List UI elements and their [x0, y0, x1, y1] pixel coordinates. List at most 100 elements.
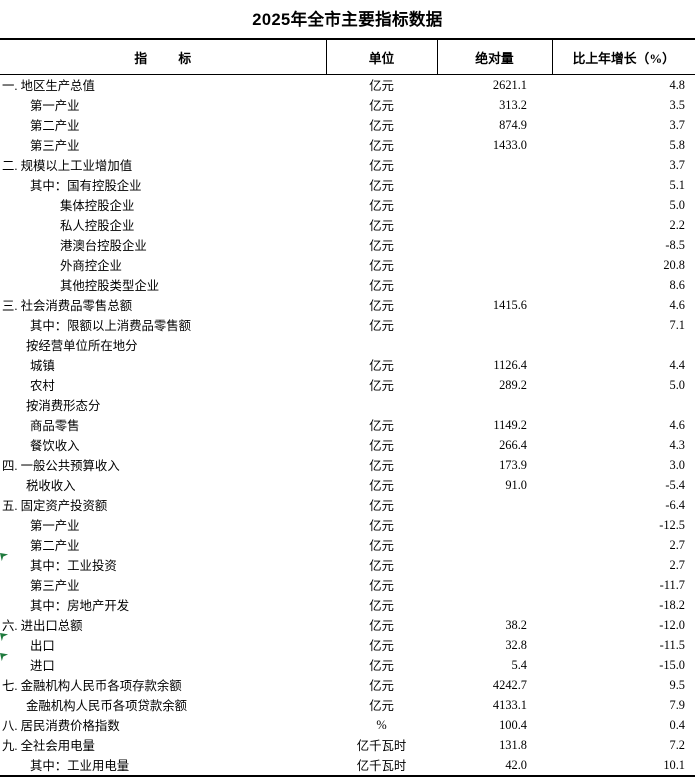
table-row: 第一产业 亿元 313.2 3.5: [0, 95, 695, 115]
growth-value-cell: 5.8: [669, 137, 686, 152]
table-row: 五. 固定资产投资额 亿元 -6.4: [0, 495, 695, 515]
indicator-name-cell: 按经营单位所在地分: [0, 335, 326, 355]
table-row: 七. 金融机构人民币各项存款余额 亿元 4242.7 9.5: [0, 675, 695, 695]
indicator-name-cell: 其他控股类型企业: [0, 275, 326, 295]
indicator-name-cell: 税收收入: [0, 475, 326, 495]
table-row: 九. 全社会用电量 亿千瓦时 131.8 7.2: [0, 735, 695, 755]
unit-cell: 亿元: [369, 139, 394, 153]
column-header-indicator-label: 指 标: [134, 51, 206, 66]
absolute-value-cell: [437, 235, 552, 255]
growth-value-cell: 4.8: [669, 77, 686, 92]
indicator-name-label: 农村: [30, 379, 55, 393]
table-row: 集体控股企业 亿元 5.0: [0, 195, 695, 215]
indicator-name-cell: 其中：工业用电量: [0, 755, 326, 777]
indicator-name-label: 港澳台控股企业: [60, 239, 147, 253]
growth-value-cell: 4.3: [669, 437, 686, 452]
indicator-name-label: 第二产业: [30, 119, 80, 133]
absolute-value-cell: 2621.1: [492, 77, 527, 92]
indicator-name-cell: 九. 全社会用电量: [0, 735, 326, 755]
unit-cell: 亿元: [369, 499, 394, 513]
indicator-name-label: 第一产业: [30, 519, 80, 533]
table-row: 私人控股企业 亿元 2.2: [0, 215, 695, 235]
table-row: 第一产业 亿元 -12.5: [0, 515, 695, 535]
absolute-value-cell: [437, 275, 552, 295]
unit-cell: 亿元: [369, 659, 394, 673]
indicator-name-label: 五. 固定资产投资额: [2, 499, 108, 513]
table-row: 外商控企业 亿元 20.8: [0, 255, 695, 275]
unit-cell: 亿元: [369, 299, 394, 313]
indicator-name-cell: 第二产业: [0, 535, 326, 555]
absolute-value-cell: 289.2: [499, 377, 527, 392]
table-body: 一. 地区生产总值 亿元 2621.1 4.8 第一产业 亿元 313.2 3.5 第二产业 亿元…: [0, 75, 695, 777]
indicator-name-label: 六. 进出口总额: [2, 619, 83, 633]
indicator-name-label: 城镇: [30, 359, 55, 373]
indicator-name-label: 八. 居民消费价格指数: [2, 719, 120, 733]
unit-cell: 亿元: [369, 99, 394, 113]
indicator-name-label: 第二产业: [30, 539, 80, 553]
growth-value-cell: 0.4: [669, 717, 686, 732]
indicator-name-label: 其中：工业投资: [30, 559, 117, 573]
table-row: 按消费形态分: [0, 395, 695, 415]
growth-value-cell: 9.5: [669, 677, 686, 692]
indicator-name-cell: 第一产业: [0, 515, 326, 535]
absolute-value-cell: 1126.4: [493, 357, 527, 372]
indicator-name-label: 餐饮收入: [30, 439, 80, 453]
table-row: 第三产业 亿元 1433.0 5.8: [0, 135, 695, 155]
main-indicators-table: 指 标 单位 绝对量 比上年增长（%） 一. 地区生产总值 亿元 2621.1 4.8…: [0, 38, 695, 777]
table-row: 三. 社会消费品零售总额 亿元 1415.6 4.6: [0, 295, 695, 315]
absolute-value-cell: 173.9: [499, 457, 527, 472]
growth-value-cell: 2.2: [669, 217, 686, 232]
table-row: 税收收入 亿元 91.0 -5.4: [0, 475, 695, 495]
table-row: 其中：国有控股企业 亿元 5.1: [0, 175, 695, 195]
table-row: 其中：房地产开发 亿元 -18.2: [0, 595, 695, 615]
unit-cell: 亿元: [369, 619, 394, 633]
unit-cell: 亿千瓦时: [326, 755, 437, 777]
absolute-value-cell: [437, 395, 552, 415]
table-row: 第二产业 亿元 874.9 3.7: [0, 115, 695, 135]
indicator-name-cell: 其中：房地产开发: [0, 595, 326, 615]
unit-cell: 亿元: [369, 459, 394, 473]
unit-cell: [326, 335, 437, 355]
growth-value-cell: 7.1: [669, 317, 686, 332]
unit-cell: 亿元: [369, 559, 394, 573]
growth-value-cell: 4.4: [669, 357, 686, 372]
growth-value-cell: 5.0: [669, 377, 686, 392]
absolute-value-cell: [437, 255, 552, 275]
unit-cell: 亿元: [369, 519, 394, 533]
unit-cell: 亿元: [369, 699, 394, 713]
growth-value-cell: 2.7: [669, 537, 686, 552]
absolute-value-cell: 1415.6: [492, 297, 527, 312]
table-row: 按经营单位所在地分: [0, 335, 695, 355]
absolute-value-cell: 874.9: [499, 117, 527, 132]
indicator-name-label: 四. 一般公共预算收入: [2, 459, 120, 473]
indicator-name-cell: 农村: [0, 375, 326, 395]
growth-value-cell: 7.2: [669, 737, 686, 752]
table-row: 港澳台控股企业 亿元 -8.5: [0, 235, 695, 255]
indicator-name-label: 九. 全社会用电量: [2, 739, 95, 753]
growth-value-cell: 3.0: [669, 457, 686, 472]
unit-cell: 亿元: [369, 359, 394, 373]
unit-cell: %: [376, 717, 387, 732]
table-row: 金融机构人民币各项贷款余额 亿元 4133.1 7.9: [0, 695, 695, 715]
table-row: 其中：工业投资 亿元 2.7: [0, 553, 695, 575]
unit-cell: 亿元: [369, 239, 394, 253]
indicator-name-cell: 其中：限额以上消费品零售额: [0, 315, 326, 335]
absolute-value-cell: [437, 535, 552, 555]
absolute-value-cell: [437, 575, 552, 595]
column-header-growth: 比上年增长（%）: [552, 38, 695, 75]
unit-cell: 亿元: [369, 439, 394, 453]
green-flag-marker-icon: [0, 633, 9, 642]
table-row: 六. 进出口总额 亿元 38.2 -12.0: [0, 615, 695, 635]
unit-cell: 亿元: [369, 379, 394, 393]
unit-cell: 亿千瓦时: [356, 739, 407, 753]
indicator-name-label: 其中：国有控股企业: [30, 179, 142, 193]
unit-cell: 亿元: [369, 319, 394, 333]
table-row: 进口 亿元 5.4 -15.0: [0, 653, 695, 675]
absolute-value-cell: 1149.2: [493, 417, 527, 432]
absolute-value-cell: [437, 195, 552, 215]
absolute-value-cell: 5.4: [511, 657, 528, 672]
growth-value-cell: -15.0: [659, 657, 685, 672]
indicator-name-label: 其中：房地产开发: [30, 599, 130, 613]
indicator-name-label: 其中：限额以上消费品零售额: [30, 319, 192, 333]
unit-cell: 亿元: [369, 179, 394, 193]
